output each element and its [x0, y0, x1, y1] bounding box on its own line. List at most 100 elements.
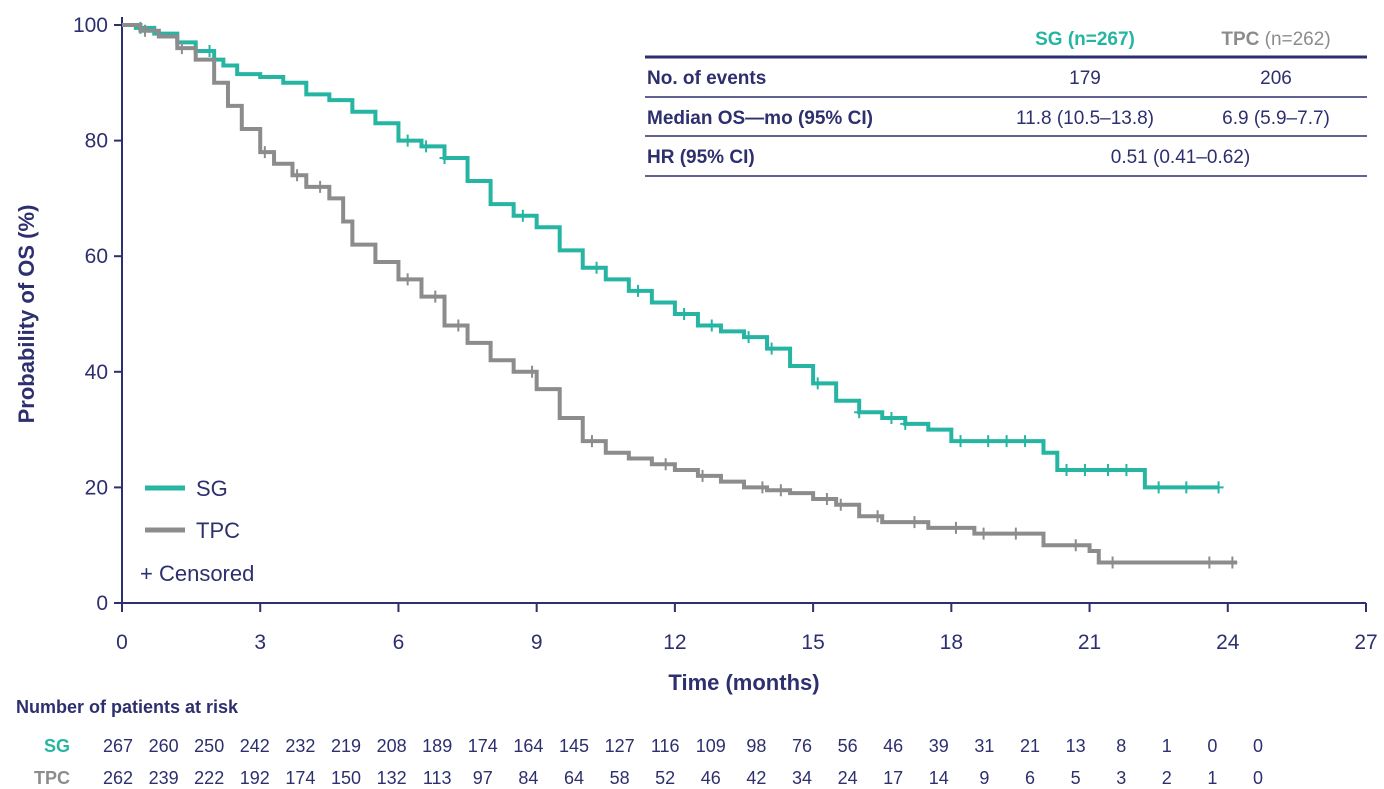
risk-table-title: Number of patients at risk	[16, 697, 239, 717]
table-cell-tpc: 206	[1260, 68, 1292, 89]
risk-value: 260	[149, 736, 179, 756]
censor-mark-sg	[1153, 481, 1164, 494]
censor-mark-tpc	[1010, 527, 1021, 540]
censor-mark-tpc	[1107, 556, 1118, 569]
x-tick-label: 18	[940, 631, 963, 654]
y-tick-label: 80	[85, 130, 108, 153]
censor-mark-tpc	[453, 319, 464, 332]
risk-value: 150	[331, 768, 361, 788]
table-header-tpc: TPC (n=262)	[1221, 29, 1330, 50]
censor-mark-tpc	[697, 469, 708, 482]
table-header-sg: SG (n=267)	[1035, 29, 1135, 50]
censor-mark-tpc	[1227, 556, 1238, 569]
series-line-tpc	[122, 23, 1237, 565]
censor-mark-sg	[1001, 435, 1012, 448]
risk-value: 42	[746, 768, 766, 788]
censor-mark-sg	[1102, 464, 1113, 477]
risk-value: 222	[194, 768, 224, 788]
censor-mark-tpc	[909, 516, 920, 529]
censor-mark-tpc	[660, 458, 671, 471]
axes: 0 20 40 60 80 100 0 3 6 9 12 15 18 21 24 27 Time (months…	[14, 14, 1378, 695]
censor-mark-tpc	[140, 24, 151, 37]
risk-value: 31	[974, 736, 994, 756]
censor-mark-tpc	[292, 169, 303, 182]
censor-mark-tpc	[176, 42, 187, 55]
x-tick-label: 9	[531, 631, 543, 654]
risk-value: 192	[240, 768, 270, 788]
censor-mark-tpc	[430, 290, 441, 303]
censor-mark-sg	[886, 412, 897, 425]
risk-value: 0	[1253, 736, 1263, 756]
risk-value: 127	[605, 736, 635, 756]
table-row-label: HR (95% CI)	[647, 147, 755, 168]
censor-mark-sg	[1121, 464, 1132, 477]
risk-value: 174	[468, 736, 498, 756]
censor-mark-tpc	[1204, 556, 1215, 569]
table-header-tpc-n: (n=262)	[1259, 29, 1330, 50]
risk-value: 14	[929, 768, 949, 788]
risk-row-label-sg: SG	[44, 736, 70, 756]
risk-value: 9	[979, 768, 989, 788]
risk-value: 0	[1253, 768, 1263, 788]
censor-mark-sg	[1181, 481, 1192, 494]
censor-mark-sg	[706, 319, 717, 332]
censor-mark-tpc	[757, 481, 768, 494]
table-row-label: No. of events	[647, 68, 766, 89]
censor-mark-sg	[743, 331, 754, 344]
censor-mark-sg	[1213, 481, 1224, 494]
risk-value: 5	[1071, 768, 1081, 788]
x-tick-label: 3	[254, 631, 266, 654]
censor-mark-sg	[1020, 435, 1031, 448]
x-tick-label: 27	[1354, 631, 1377, 654]
censor-mark-tpc	[978, 527, 989, 540]
table-header-tpc-label: TPC	[1221, 29, 1259, 50]
risk-value: 17	[883, 768, 903, 788]
censor-mark-sg	[854, 406, 865, 419]
risk-value: 6	[1025, 768, 1035, 788]
censor-mark-sg	[204, 45, 215, 58]
risk-value: 1	[1162, 736, 1172, 756]
risk-row-label-tpc: TPC	[34, 768, 70, 788]
legend: SG TPC + Censored	[140, 476, 254, 586]
risk-value: 39	[929, 736, 949, 756]
risk-value: 97	[473, 768, 493, 788]
legend-label-tpc: TPC	[196, 518, 240, 543]
risk-value: 34	[792, 768, 812, 788]
x-tick-label: 15	[801, 631, 824, 654]
risk-value: 174	[285, 768, 315, 788]
censor-mark-sg	[900, 417, 911, 430]
risk-value: 189	[422, 736, 452, 756]
risk-value: 113	[423, 768, 452, 788]
risk-value: 98	[746, 736, 766, 756]
table-cell-hr: 0.51 (0.41–0.62)	[1111, 147, 1250, 168]
censor-mark-tpc	[950, 521, 961, 534]
risk-value: 56	[838, 736, 858, 756]
risk-value: 109	[696, 736, 726, 756]
risk-value: 219	[331, 736, 361, 756]
risk-value: 52	[655, 768, 675, 788]
risk-value: 145	[559, 736, 589, 756]
risk-value: 0	[1207, 736, 1217, 756]
censor-mark-tpc	[835, 498, 846, 511]
risk-value: 24	[838, 768, 858, 788]
x-tick-label: 21	[1078, 631, 1101, 654]
censor-mark-sg	[439, 151, 450, 164]
y-axis-title: Probability of OS (%)	[14, 205, 39, 424]
risk-value: 13	[1066, 736, 1086, 756]
risk-value: 1	[1207, 768, 1217, 788]
censor-mark-sg	[402, 134, 413, 147]
censor-mark-sg	[679, 308, 690, 320]
censor-mark-sg	[812, 377, 823, 390]
series-line-sg	[122, 23, 1219, 490]
series-group	[122, 21, 1238, 569]
censor-mark-sg	[1061, 464, 1072, 477]
table-cell-sg: 11.8 (10.5–13.8)	[1016, 108, 1154, 129]
y-tick-label: 40	[85, 361, 108, 384]
censor-mark-tpc	[527, 365, 538, 378]
risk-value: 262	[103, 768, 133, 788]
censor-mark-tpc	[402, 273, 413, 286]
risk-value: 21	[1020, 736, 1040, 756]
censor-mark-tpc	[821, 492, 832, 505]
x-tick-label: 6	[393, 631, 405, 654]
